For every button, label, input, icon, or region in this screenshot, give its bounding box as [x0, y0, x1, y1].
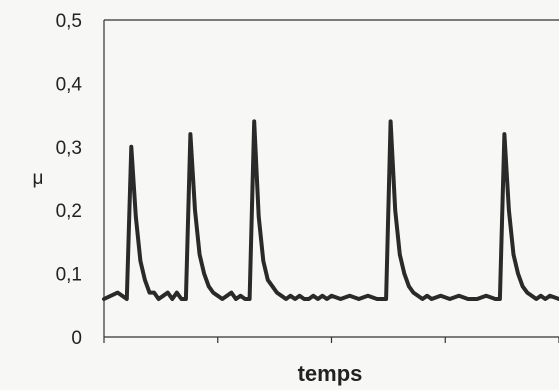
data-point	[366, 294, 370, 298]
data-point	[266, 278, 270, 282]
data-point	[339, 297, 343, 301]
data-point	[302, 297, 306, 301]
x-axis	[103, 337, 559, 343]
data-point	[316, 297, 320, 301]
data-point	[511, 252, 516, 257]
data-point	[179, 297, 183, 301]
data-point	[261, 259, 265, 263]
data-point	[389, 119, 393, 124]
y-axis-title: μ	[33, 168, 44, 189]
data-point	[216, 294, 220, 298]
data-point	[534, 297, 538, 301]
y-tick-label: 0	[71, 328, 82, 349]
data-point	[243, 297, 247, 301]
data-point	[530, 294, 534, 298]
data-point	[498, 297, 502, 301]
data-point	[188, 132, 193, 136]
data-point	[252, 119, 256, 124]
data-point	[307, 297, 311, 301]
data-point	[161, 294, 165, 298]
data-point	[507, 208, 511, 212]
data-point	[293, 297, 297, 301]
y-tick-label: 0,1	[56, 265, 82, 286]
data-point	[348, 294, 352, 298]
data-point	[211, 291, 215, 295]
data-point	[152, 291, 156, 295]
data-point	[175, 291, 179, 295]
data-point	[248, 297, 252, 301]
data-point	[288, 294, 293, 298]
data-point	[143, 278, 147, 282]
y-tick-label: 0,4	[56, 74, 83, 95]
data-point	[225, 294, 229, 298]
data-point	[284, 297, 288, 301]
data-point	[475, 297, 479, 301]
data-point	[448, 297, 452, 301]
data-point	[393, 208, 397, 212]
data-point	[138, 259, 142, 263]
data-point	[420, 297, 425, 301]
x-axis-title: temps	[298, 361, 363, 386]
data-point	[234, 297, 238, 301]
data-point	[202, 272, 206, 276]
data-point	[398, 252, 402, 257]
y-axis: 0 0,1 0,2 0,3 0,4 0,5	[56, 11, 83, 349]
data-point	[439, 294, 443, 298]
data-point	[311, 294, 315, 298]
data-point	[207, 284, 211, 288]
data-point	[502, 132, 506, 136]
data-point	[516, 272, 520, 276]
data-point	[375, 297, 379, 301]
data-point	[270, 284, 274, 288]
y-tick-label: 0,5	[56, 11, 82, 32]
data-point	[129, 145, 133, 149]
data-point	[193, 208, 197, 212]
y-tick-label: 0,2	[56, 201, 82, 222]
data-point	[430, 297, 434, 301]
data-point	[325, 297, 329, 301]
y-tick-label: 0,3	[56, 138, 82, 159]
data-point	[102, 297, 106, 301]
data-point	[275, 291, 279, 295]
data-point	[320, 294, 324, 298]
series-layer	[102, 119, 559, 301]
data-point	[402, 272, 406, 276]
data-point	[134, 214, 138, 219]
data-point	[425, 294, 429, 298]
data-point	[116, 291, 120, 295]
data-point	[125, 297, 129, 301]
data-point	[298, 294, 302, 298]
data-point	[548, 294, 552, 298]
data-point	[229, 291, 233, 295]
data-point	[166, 291, 170, 295]
data-point	[157, 297, 161, 301]
data-point	[493, 297, 497, 301]
data-point	[457, 294, 461, 298]
data-point	[484, 294, 488, 298]
data-point	[525, 291, 529, 295]
data-point	[329, 294, 334, 298]
data-point	[197, 252, 202, 257]
data-point	[521, 284, 525, 288]
data-point	[220, 297, 224, 301]
data-point	[357, 297, 361, 301]
data-point	[147, 291, 152, 295]
data-point	[238, 294, 243, 298]
data-point	[384, 297, 388, 301]
data-point	[539, 294, 543, 298]
data-point	[170, 297, 174, 301]
data-point	[407, 284, 411, 288]
data-point	[466, 297, 470, 301]
data-point	[411, 291, 415, 295]
data-point	[184, 297, 188, 301]
data-point	[279, 294, 284, 298]
data-point	[257, 214, 261, 219]
data-point	[543, 297, 547, 301]
data-point	[416, 294, 420, 298]
